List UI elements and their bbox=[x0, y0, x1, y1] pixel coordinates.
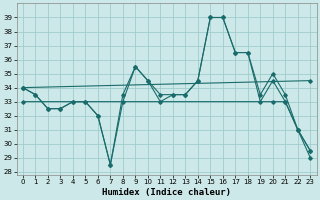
X-axis label: Humidex (Indice chaleur): Humidex (Indice chaleur) bbox=[102, 188, 231, 197]
